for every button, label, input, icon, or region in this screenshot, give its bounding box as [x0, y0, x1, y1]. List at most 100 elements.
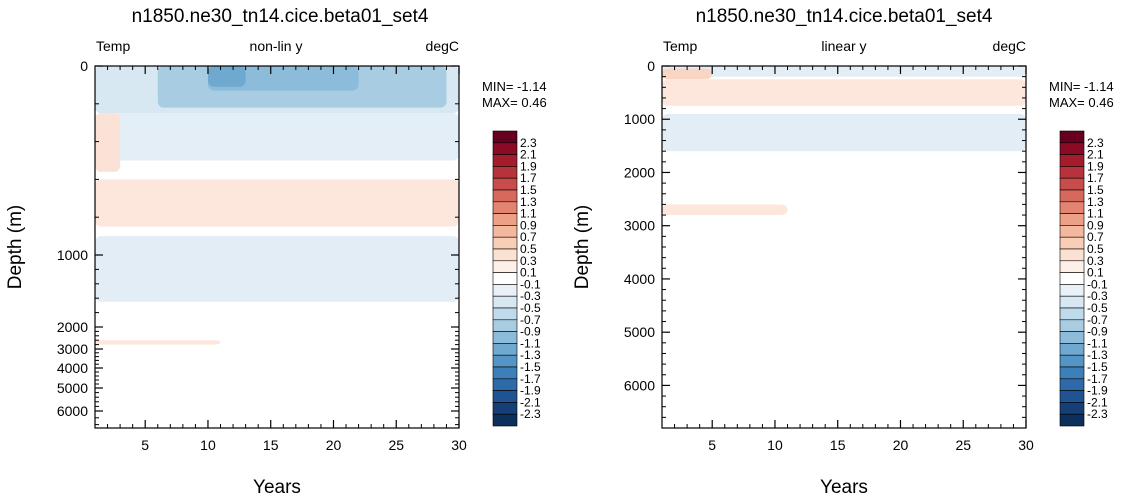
colorbar-box — [492, 366, 518, 380]
x-axis-label: Years — [820, 477, 868, 498]
colorbar-box — [492, 354, 518, 368]
colorbar-box — [492, 213, 518, 226]
colorbar-label: 0.5 — [1087, 242, 1104, 256]
colorbar-label: -1.1 — [1087, 336, 1108, 350]
colorbar-box — [492, 177, 518, 191]
colorbar-box — [492, 390, 518, 403]
colorbar-box — [1059, 284, 1085, 297]
colorbar-label: -1.5 — [520, 360, 541, 374]
x-tick-label: 25 — [388, 437, 404, 453]
colorbar-label: 1.7 — [1087, 171, 1104, 185]
colorbar-box — [492, 378, 518, 391]
colorbar: 2.32.11.91.71.51.31.10.90.70.50.30.1-0.1… — [1059, 130, 1108, 427]
colorbar-box — [492, 402, 518, 415]
min-value-label: MIN= -1.14 — [482, 79, 547, 94]
x-tick-label: 15 — [263, 437, 279, 453]
contour-region — [95, 113, 459, 161]
colorbar-label: -0.7 — [1087, 313, 1108, 327]
contour-region — [662, 66, 1026, 77]
colorbar-label: 1.3 — [520, 195, 537, 209]
colorbar-label: 0.7 — [520, 230, 537, 244]
scale-label: linear y — [821, 38, 866, 54]
units-label: degC — [993, 38, 1026, 54]
x-tick-marks: 5 10 15 20 25 30 — [661, 66, 1034, 453]
colorbar-box — [1059, 154, 1085, 167]
colorbar-box — [1059, 343, 1085, 356]
colorbar-box — [1059, 295, 1085, 309]
contour-region — [662, 68, 713, 80]
colorbar-label: -0.3 — [1087, 289, 1108, 303]
x-axis-label: Years — [253, 477, 301, 498]
colorbar-box — [492, 130, 518, 144]
contour-region — [662, 113, 1026, 152]
colorbar-box — [492, 248, 518, 262]
y-tick-label: 3000 — [624, 218, 655, 234]
y-tick-label: 4000 — [57, 360, 88, 376]
y-tick-marks: 0 1000 2000 3000 4000 5000 6000 — [624, 58, 1026, 418]
max-value-label: MAX= 0.46 — [1049, 95, 1114, 110]
colorbar-label: 1.9 — [520, 159, 537, 173]
colorbar-label: 2.3 — [520, 136, 537, 150]
variable-label: Temp — [96, 38, 130, 54]
colorbar-label: -2.3 — [1087, 407, 1108, 421]
colorbar-label: -1.7 — [520, 372, 541, 386]
colorbar-label: 0.7 — [1087, 230, 1104, 244]
colorbar-label: 2.1 — [520, 148, 537, 162]
scale-label: non-lin y — [250, 38, 303, 54]
colorbar-box — [1059, 142, 1085, 155]
chart-title: n1850.ne30_tn14.cice.beta01_set4 — [132, 6, 429, 27]
colorbar-box — [492, 319, 518, 332]
colorbar-label: -0.9 — [1087, 325, 1108, 339]
colorbar-label: -1.7 — [1087, 372, 1108, 386]
y-tick-label: 1000 — [57, 247, 88, 263]
y-tick-label: 2000 — [624, 164, 655, 180]
heatmap-fills — [662, 66, 1026, 216]
colorbar-box — [492, 307, 518, 321]
colorbar-label: 2.1 — [1087, 148, 1104, 162]
x-tick-label: 20 — [893, 437, 909, 453]
panel-linear-depth: n1850.ne30_tn14.cice.beta01_set4 Temp li… — [572, 6, 1114, 498]
chart-title: n1850.ne30_tn14.cice.beta01_set4 — [696, 6, 993, 27]
colorbar-label: -0.9 — [520, 325, 541, 339]
colorbar-label: -2.1 — [1087, 395, 1108, 409]
colorbar-box — [1059, 307, 1085, 321]
colorbar-box — [492, 295, 518, 309]
contour-region — [662, 79, 1026, 106]
y-tick-label: 0 — [647, 58, 655, 74]
colorbar-box — [492, 284, 518, 297]
x-tick-label: 5 — [141, 437, 149, 453]
heatmap-fills — [95, 66, 459, 345]
colorbar-box — [492, 166, 518, 179]
variable-label: Temp — [663, 38, 697, 54]
colorbar-box — [1059, 177, 1085, 191]
colorbar-label: -0.5 — [520, 301, 541, 315]
colorbar-label: -2.1 — [520, 395, 541, 409]
colorbar-box — [1059, 213, 1085, 226]
colorbar-box — [1059, 378, 1085, 391]
colorbar-label: 1.9 — [1087, 159, 1104, 173]
colorbar-box — [1059, 413, 1085, 427]
y-tick-label: 6000 — [624, 377, 655, 393]
colorbar-label: 0.1 — [1087, 266, 1104, 280]
colorbar-box — [492, 225, 518, 238]
y-tick-label: 1000 — [624, 111, 655, 127]
colorbar-label: -0.1 — [1087, 277, 1108, 291]
colorbar-box — [1059, 319, 1085, 332]
colorbar-label: -0.3 — [520, 289, 541, 303]
colorbar-box — [1059, 366, 1085, 380]
colorbar-label: -1.1 — [520, 336, 541, 350]
x-tick-marks: 5 10 15 20 25 30 — [94, 66, 467, 453]
max-value-label: MAX= 0.46 — [482, 95, 547, 110]
colorbar-label: -0.7 — [520, 313, 541, 327]
x-tick-label: 20 — [326, 437, 342, 453]
colorbar-box — [1059, 354, 1085, 368]
x-tick-label: 15 — [830, 437, 846, 453]
colorbar-label: 1.1 — [1087, 207, 1104, 221]
colorbar-label: 1.7 — [520, 171, 537, 185]
colorbar-box — [1059, 390, 1085, 403]
colorbar-box — [1059, 201, 1085, 214]
colorbar-box — [1059, 260, 1085, 273]
x-tick-label: 30 — [1018, 437, 1034, 453]
colorbar-label: 1.5 — [520, 183, 537, 197]
